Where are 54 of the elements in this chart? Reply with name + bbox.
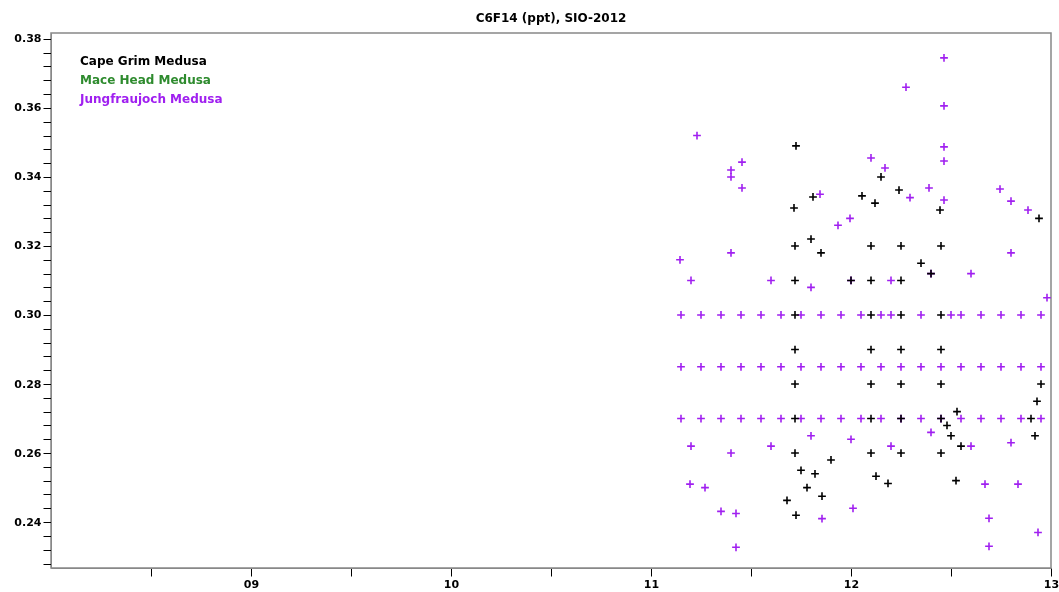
point xyxy=(896,310,906,320)
point xyxy=(791,141,801,151)
y-tick-label: 0.30 xyxy=(14,308,42,322)
y-tick-label: 0.38 xyxy=(14,32,42,46)
point xyxy=(936,310,946,320)
point xyxy=(916,258,926,268)
y-tick-label: 0.36 xyxy=(14,101,42,115)
x-tick-label: 10 xyxy=(443,577,460,591)
point xyxy=(791,510,801,520)
point xyxy=(956,441,966,451)
point xyxy=(896,448,906,458)
point xyxy=(1032,396,1042,406)
point xyxy=(790,448,800,458)
point xyxy=(871,471,881,481)
text: Cape Grim Medusa xyxy=(80,54,207,68)
point xyxy=(935,205,945,215)
y-tick-label: 0.28 xyxy=(14,377,42,391)
point xyxy=(866,310,876,320)
point xyxy=(866,448,876,458)
point xyxy=(857,191,867,201)
point xyxy=(866,241,876,251)
point xyxy=(936,379,946,389)
point xyxy=(896,241,906,251)
legend-label: Mace Head Medusa xyxy=(80,73,211,87)
point xyxy=(826,455,836,465)
point xyxy=(808,192,818,202)
y-tick-label: 0.34 xyxy=(14,170,42,184)
point xyxy=(1036,379,1046,389)
point xyxy=(790,241,800,251)
point xyxy=(1030,431,1040,441)
point xyxy=(817,491,827,501)
point xyxy=(936,241,946,251)
point xyxy=(790,310,800,320)
x-tick-label: 11 xyxy=(643,577,660,591)
y-tick-label: 0.32 xyxy=(14,239,42,253)
x-tick-label: 12 xyxy=(843,577,860,591)
point xyxy=(870,198,880,208)
point xyxy=(866,379,876,389)
point xyxy=(816,248,826,258)
point xyxy=(946,431,956,441)
point xyxy=(876,172,886,182)
text: Jungfraujoch Medusa xyxy=(79,92,223,106)
chart-title: C6F14 (ppt), SIO-2012 xyxy=(475,10,627,25)
point xyxy=(810,469,820,479)
point xyxy=(894,185,904,195)
x-tick-label: 13 xyxy=(1043,577,1059,591)
point xyxy=(790,379,800,389)
y-tick-label: 0.24 xyxy=(14,515,42,529)
point xyxy=(806,234,816,244)
point xyxy=(936,448,946,458)
y-tick-label: 0.26 xyxy=(14,446,42,460)
x-tick-label: 09 xyxy=(243,577,260,591)
point xyxy=(789,203,799,213)
point xyxy=(896,379,906,389)
